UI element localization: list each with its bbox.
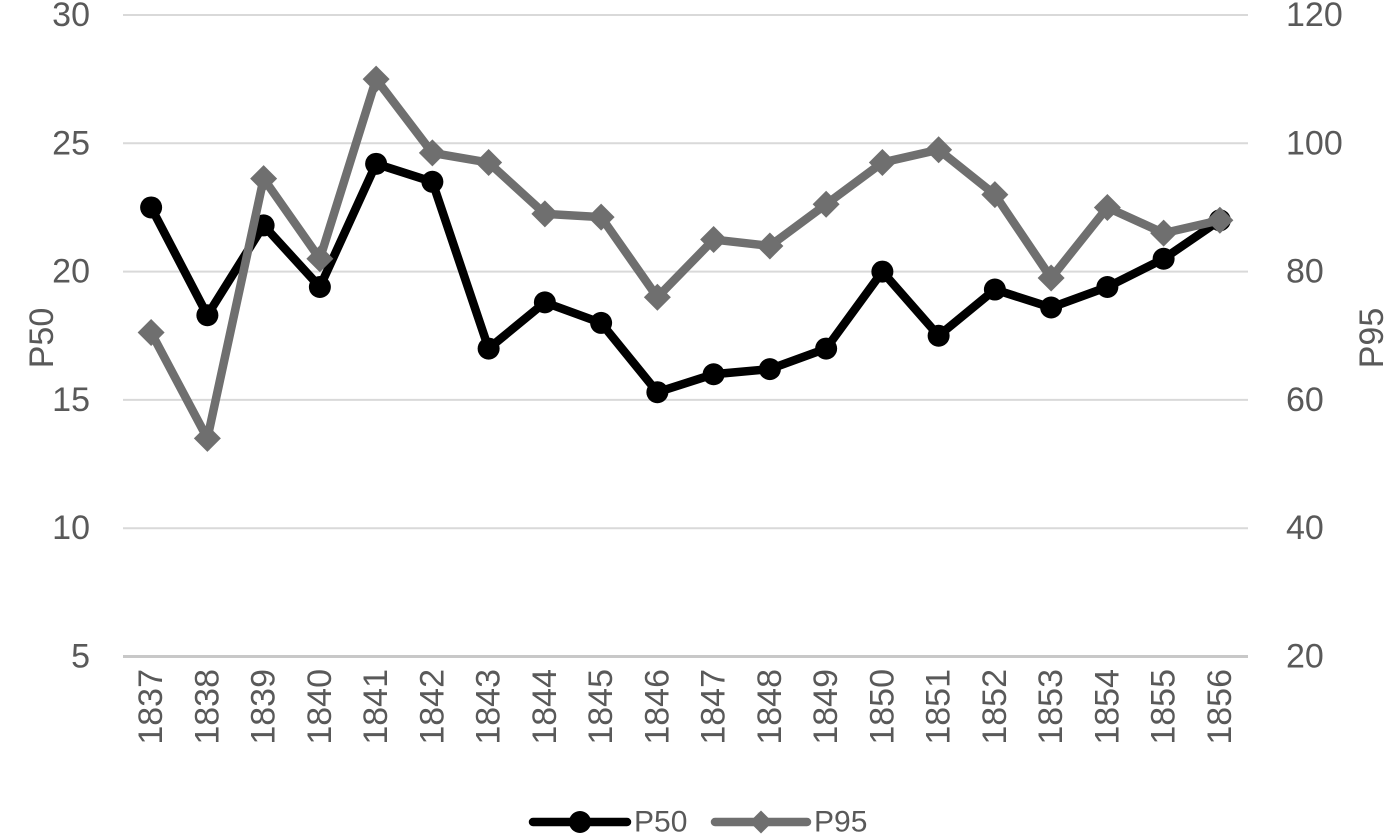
series-p50: [140, 152, 1231, 404]
right-axis-title: P95: [1353, 308, 1391, 369]
x-tick-label: 1845: [582, 669, 620, 745]
x-tick-label: 1855: [1145, 669, 1183, 745]
legend-item-p95: P95: [710, 806, 867, 838]
left-tick-label: 30: [52, 0, 90, 34]
legend-label-p95: P95: [814, 806, 867, 838]
p50-point-marker: [590, 311, 613, 334]
x-tick-label: 1849: [807, 669, 845, 745]
p95-point-marker: [250, 165, 278, 193]
x-axis-tick-labels: 1837 1838 1839 1840 1841 1842 1843 1844 1845 1846…: [132, 669, 1239, 745]
x-tick-label: 1843: [470, 669, 508, 745]
p95-point-marker: [812, 190, 840, 218]
x-tick-label: 1847: [695, 669, 733, 745]
legend-label-p50: P50: [634, 806, 687, 838]
p95-point-marker: [981, 181, 1009, 209]
x-tick-label: 1842: [413, 669, 451, 745]
left-tick-label: 5: [71, 638, 90, 676]
x-tick-label: 1848: [751, 669, 789, 745]
right-axis-tick-labels: 120 100 80 60 40 20: [1286, 0, 1343, 676]
x-tick-label: 1851: [920, 669, 958, 745]
x-tick-label: 1856: [1201, 669, 1239, 745]
right-tick-label: 100: [1286, 124, 1343, 162]
p50-point-marker: [815, 337, 838, 360]
series-layer: [137, 65, 1234, 452]
p50-point-marker: [308, 275, 331, 298]
p50-point-marker: [1096, 275, 1119, 298]
p95-point-marker: [587, 203, 615, 231]
p95-point-marker: [700, 226, 728, 254]
x-tick-label: 1841: [357, 669, 395, 745]
p95-point-marker: [418, 139, 446, 167]
p50-point-marker: [758, 358, 781, 381]
p50-point-marker: [646, 381, 669, 404]
right-tick-label: 40: [1286, 509, 1324, 547]
x-tick-label: 1839: [245, 669, 283, 745]
legend-item-p50: P50: [528, 806, 687, 838]
x-tick-label: 1852: [976, 669, 1014, 745]
left-tick-label: 25: [52, 124, 90, 162]
p95-point-marker: [756, 232, 784, 260]
p95-point-marker: [1093, 193, 1121, 221]
p50-point-marker: [533, 291, 556, 314]
left-axis-title: P50: [23, 308, 61, 369]
p50-point-marker: [365, 152, 388, 175]
p95-point-marker: [306, 245, 334, 273]
p95-point-marker: [1037, 264, 1065, 292]
p50-point-marker: [927, 324, 950, 347]
p50-point-marker: [140, 196, 163, 219]
p95-point-marker: [1206, 206, 1234, 234]
p50-point-marker: [871, 260, 894, 283]
p95-point-marker: [475, 149, 503, 177]
x-tick-label: 1844: [526, 669, 564, 745]
x-tick-label: 1853: [1032, 669, 1070, 745]
right-tick-label: 60: [1286, 381, 1324, 419]
p50-point-marker: [477, 337, 500, 360]
p95-point-marker: [137, 319, 165, 347]
legend: P50 P95: [528, 806, 867, 838]
p95-point-marker: [193, 424, 221, 452]
x-tick-label: 1837: [132, 669, 170, 745]
p95-line: [146, 70, 1225, 451]
right-tick-label: 20: [1286, 638, 1324, 676]
p95-point-marker: [362, 65, 390, 93]
series-p95: [137, 65, 1234, 452]
p95-point-marker: [1150, 219, 1178, 247]
x-tick-label: 1846: [638, 669, 676, 745]
p50-point-marker: [196, 304, 219, 327]
p95-point-marker: [925, 136, 953, 164]
p50-point-marker: [1152, 247, 1175, 270]
right-tick-label: 80: [1286, 253, 1324, 291]
gridlines: [123, 14, 1248, 658]
right-tick-label: 120: [1286, 0, 1343, 34]
p50-point-marker: [421, 170, 444, 193]
p95-point-marker: [531, 200, 559, 228]
left-tick-label: 15: [52, 381, 90, 419]
x-tick-label: 1854: [1088, 669, 1126, 745]
left-tick-label: 10: [52, 509, 90, 547]
p50-point-marker: [1040, 296, 1063, 319]
legend-circle-marker-icon: [569, 811, 591, 833]
x-tick-label: 1838: [188, 669, 226, 745]
left-tick-label: 20: [52, 253, 90, 291]
p50-point-marker: [702, 363, 725, 386]
x-tick-label: 1850: [863, 669, 901, 745]
p50-point-marker: [983, 278, 1006, 301]
x-tick-label: 1840: [301, 669, 339, 745]
left-axis-tick-labels: 30 25 20 15 10 5: [52, 0, 90, 676]
legend-diamond-marker-icon: [749, 810, 773, 834]
p95-point-marker: [868, 149, 896, 177]
p95-point-marker: [643, 283, 671, 311]
